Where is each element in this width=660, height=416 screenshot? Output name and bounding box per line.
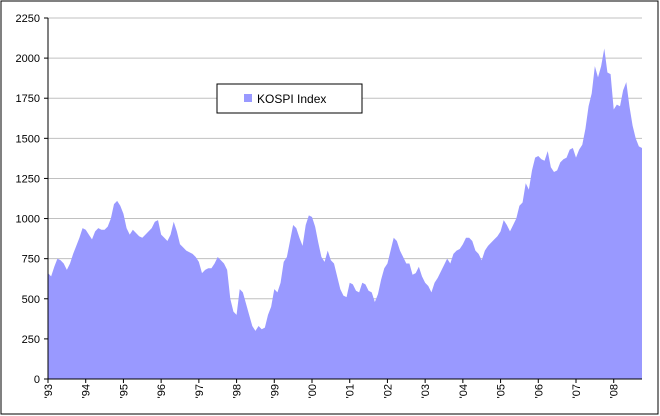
x-tick-label: '02 bbox=[382, 384, 394, 398]
y-tick-label: 0 bbox=[34, 374, 40, 386]
x-tick-label: '94 bbox=[81, 384, 93, 398]
legend-box bbox=[216, 83, 363, 114]
x-tick-label: '08 bbox=[609, 384, 621, 398]
x-tick-label: '04 bbox=[458, 384, 470, 398]
area bbox=[48, 48, 642, 380]
y-tick-label: 250 bbox=[22, 334, 40, 346]
x-tick-label: '96 bbox=[156, 384, 168, 398]
x-tick-label: '95 bbox=[118, 384, 130, 398]
x-tick-label: '99 bbox=[269, 384, 281, 398]
legend-swatch bbox=[244, 94, 252, 102]
legend: KOSPI Index bbox=[216, 83, 363, 114]
y-tick-label: 500 bbox=[22, 294, 40, 306]
plot-layer: 0 250 500 750 1000 1250 1500 1750 2000 2250 '93 '94… bbox=[16, 13, 642, 398]
x-tick-label: '93 bbox=[43, 384, 55, 398]
x-tick-label: '97 bbox=[194, 384, 206, 398]
x-tick-label: '00 bbox=[307, 384, 319, 398]
y-tick-label: 1000 bbox=[16, 214, 40, 226]
y-tick-label: 2250 bbox=[16, 13, 40, 25]
x-tick-label: '03 bbox=[420, 384, 432, 398]
x-tick-label: '05 bbox=[496, 384, 508, 398]
x-tick-label: '01 bbox=[345, 384, 357, 398]
y-tick-label: 2000 bbox=[16, 53, 40, 65]
y-tick-label: 1500 bbox=[16, 133, 40, 145]
legend-label: KOSPI Index bbox=[257, 92, 326, 106]
x-tick-label: '06 bbox=[533, 384, 545, 398]
y-tick-label: 750 bbox=[22, 254, 40, 266]
y-tick-label: 1750 bbox=[16, 93, 40, 105]
y-tick-label: 1250 bbox=[16, 173, 40, 185]
x-tick-label: '98 bbox=[232, 384, 244, 398]
x-tick-label: '07 bbox=[571, 384, 583, 398]
